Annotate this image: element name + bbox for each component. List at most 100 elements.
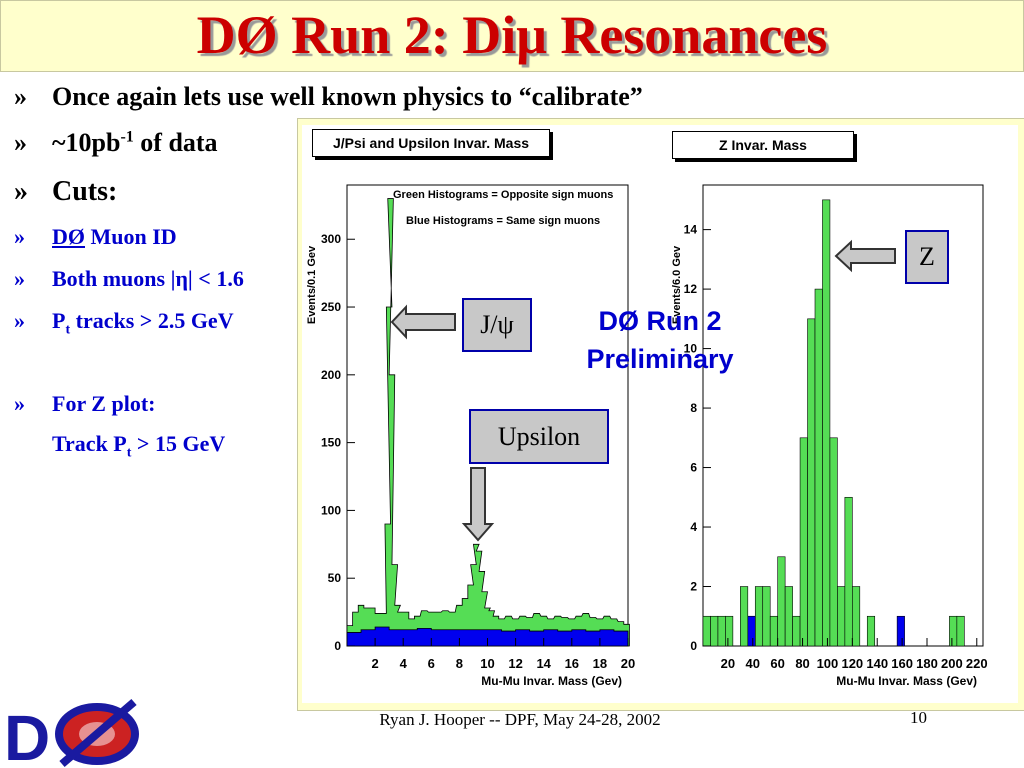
bullet-mark: »: [14, 224, 25, 249]
bullet-text-underlined: DØ: [52, 224, 85, 249]
x-tick-label: 10: [480, 656, 494, 671]
hist-bar-opposite: [949, 615, 958, 647]
hist-bar-opposite: [814, 288, 823, 647]
bullet-mark: »: [14, 266, 25, 291]
slide-title: DØ Run 2: Diμ Resonances: [196, 5, 828, 65]
hist-bar-opposite: [829, 437, 838, 647]
bullet-text: DØ Muon ID: [52, 224, 177, 250]
hist-bar-opposite: [710, 615, 719, 647]
bullet-sub: t: [126, 445, 132, 461]
x-tick-label: 160: [891, 656, 913, 671]
title-bar: [0, 0, 1024, 72]
y-tick-label: 8: [690, 401, 697, 415]
x-axis-label: Mu-Mu Invar. Mass (Gev): [481, 674, 622, 688]
y-tick-label: 2: [690, 580, 697, 594]
bullet-text-post: tracks > 2.5 GeV: [70, 308, 234, 333]
y-tick-label: 250: [321, 300, 341, 314]
x-tick-label: 80: [795, 656, 809, 671]
y-tick-label: 4: [690, 520, 697, 534]
hist-bar-opposite: [792, 615, 801, 647]
x-tick-label: 18: [593, 656, 607, 671]
preliminary-line-1: DØ Run 2: [598, 306, 722, 336]
legend-note: Blue Histograms = Same sign muons: [406, 215, 600, 227]
jpsi-label: J/ψ: [462, 298, 532, 352]
bullet-mark: »: [14, 391, 25, 416]
bullet-text-post: Muon ID: [85, 224, 177, 249]
z-label: Z: [905, 230, 949, 284]
y-tick-label: 0: [690, 639, 697, 653]
hist-bar-opposite: [702, 615, 711, 647]
hist-bar-opposite: [754, 586, 764, 647]
y-tick-label: 14: [684, 223, 698, 237]
plots-frame: J/Psi and Upsilon Invar. Mass 2 4 6 8 10 12 14…: [297, 118, 1024, 711]
y-tick-label: 200: [321, 368, 341, 382]
bullet-mark: »: [14, 128, 27, 157]
y-tick-label: 100: [321, 503, 341, 517]
legend-note: Green Histograms = Opposite sign muons: [393, 189, 613, 201]
upsilon-label: Upsilon: [469, 409, 609, 464]
bullet-text-pre: ~10pb: [52, 128, 121, 157]
hist-bar-same: [896, 615, 905, 647]
bullet-sub: t: [65, 322, 71, 338]
y-tick-label: 6: [690, 461, 697, 475]
hist-bar-opposite: [844, 496, 853, 647]
x-tick-label: 60: [770, 656, 784, 671]
hist-bar-opposite: [852, 586, 861, 647]
x-tick-label: 200: [941, 656, 963, 671]
x-tick-label: 100: [817, 656, 839, 671]
hist-bar-same: [747, 615, 756, 647]
bullet-text: Cuts:: [52, 176, 118, 207]
y-tick-label: 10: [684, 342, 698, 356]
x-tick-label: 6: [428, 656, 435, 671]
x-tick-label: 12: [508, 656, 522, 671]
hist-bar-opposite: [784, 586, 793, 647]
bullet-text-post: of data: [133, 128, 218, 157]
bullet-text: For Z plot:: [52, 391, 156, 416]
hist-bar-opposite: [762, 586, 771, 647]
preliminary-label: DØ Run 2 Preliminary: [560, 302, 760, 378]
hist-bar-opposite: [717, 615, 726, 647]
y-tick-label: 12: [684, 282, 698, 296]
bullet-text-post: > 15 GeV: [131, 431, 226, 456]
x-tick-label: 16: [565, 656, 579, 671]
svg-text:D: D: [4, 702, 50, 768]
bullet-text: Both muons |η| < 1.6: [52, 266, 244, 291]
d0-logo: D: [4, 698, 139, 768]
x-axis-label: Mu-Mu Invar. Mass (Gev): [836, 674, 977, 688]
hist-bar-opposite: [866, 615, 876, 647]
hist-bar-opposite: [799, 437, 808, 647]
z-chart-title: Z Invar. Mass: [672, 131, 854, 159]
x-tick-label: 180: [916, 656, 938, 671]
x-tick-label: 8: [456, 656, 463, 671]
hist-bar-opposite: [807, 318, 816, 647]
bullet-text: Once again lets use well known physics t…: [52, 82, 643, 111]
bullet-text-pre: Track P: [52, 431, 127, 456]
bullet-text-pre: P: [52, 308, 66, 333]
z-chart: 20 40 60 80 100 120 140 160 180 200 220 0 2 4 6 8 10 12 14…: [671, 184, 988, 688]
hist-same-sign: [346, 626, 629, 647]
z-panel: Z Invar. Mass 20 40 60 80 100 120 140 160 180 200…: [656, 125, 1018, 703]
y-axis-label: Events/0.1 Gev: [306, 245, 318, 324]
x-tick-label: 20: [621, 656, 635, 671]
bullet-text: ~10pb-1 of data: [52, 128, 218, 158]
x-tick-label: 40: [746, 656, 760, 671]
x-tick-label: 2: [371, 656, 378, 671]
hist-bar-opposite: [777, 556, 786, 647]
x-tick-label: 140: [866, 656, 888, 671]
bullet-text: Pt tracks > 2.5 GeV: [52, 308, 234, 338]
preliminary-line-2: Preliminary: [586, 344, 734, 374]
footer-author: Ryan J. Hooper -- DPF, May 24-28, 2002: [379, 710, 661, 729]
x-tick-label: 120: [841, 656, 863, 671]
x-tick-label: 14: [536, 656, 551, 671]
jpsi-chart-title: J/Psi and Upsilon Invar. Mass: [312, 129, 550, 157]
x-tick-label: 20: [721, 656, 735, 671]
x-tick-label: 4: [400, 656, 408, 671]
hist-bar-opposite: [822, 199, 831, 647]
y-tick-label: 0: [334, 639, 341, 653]
bullet-mark: »: [14, 82, 27, 111]
bullet-mark: »: [14, 308, 25, 333]
hist-opposite-sign: [346, 198, 630, 647]
x-tick-label: 220: [966, 656, 988, 671]
hist-bar-opposite: [725, 615, 734, 647]
hist-bar-opposite: [956, 615, 965, 647]
